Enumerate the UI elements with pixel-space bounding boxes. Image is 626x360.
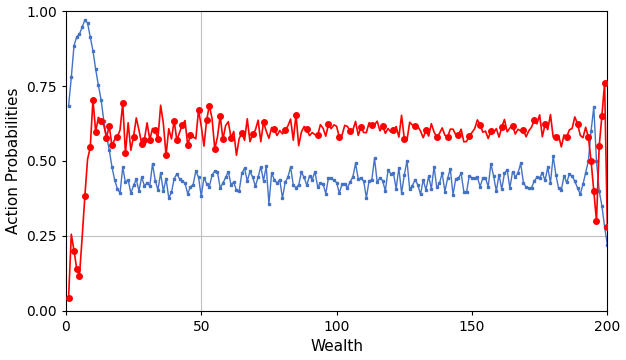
Y-axis label: Action Probabilities: Action Probabilities	[6, 88, 21, 234]
X-axis label: Wealth: Wealth	[310, 339, 363, 355]
